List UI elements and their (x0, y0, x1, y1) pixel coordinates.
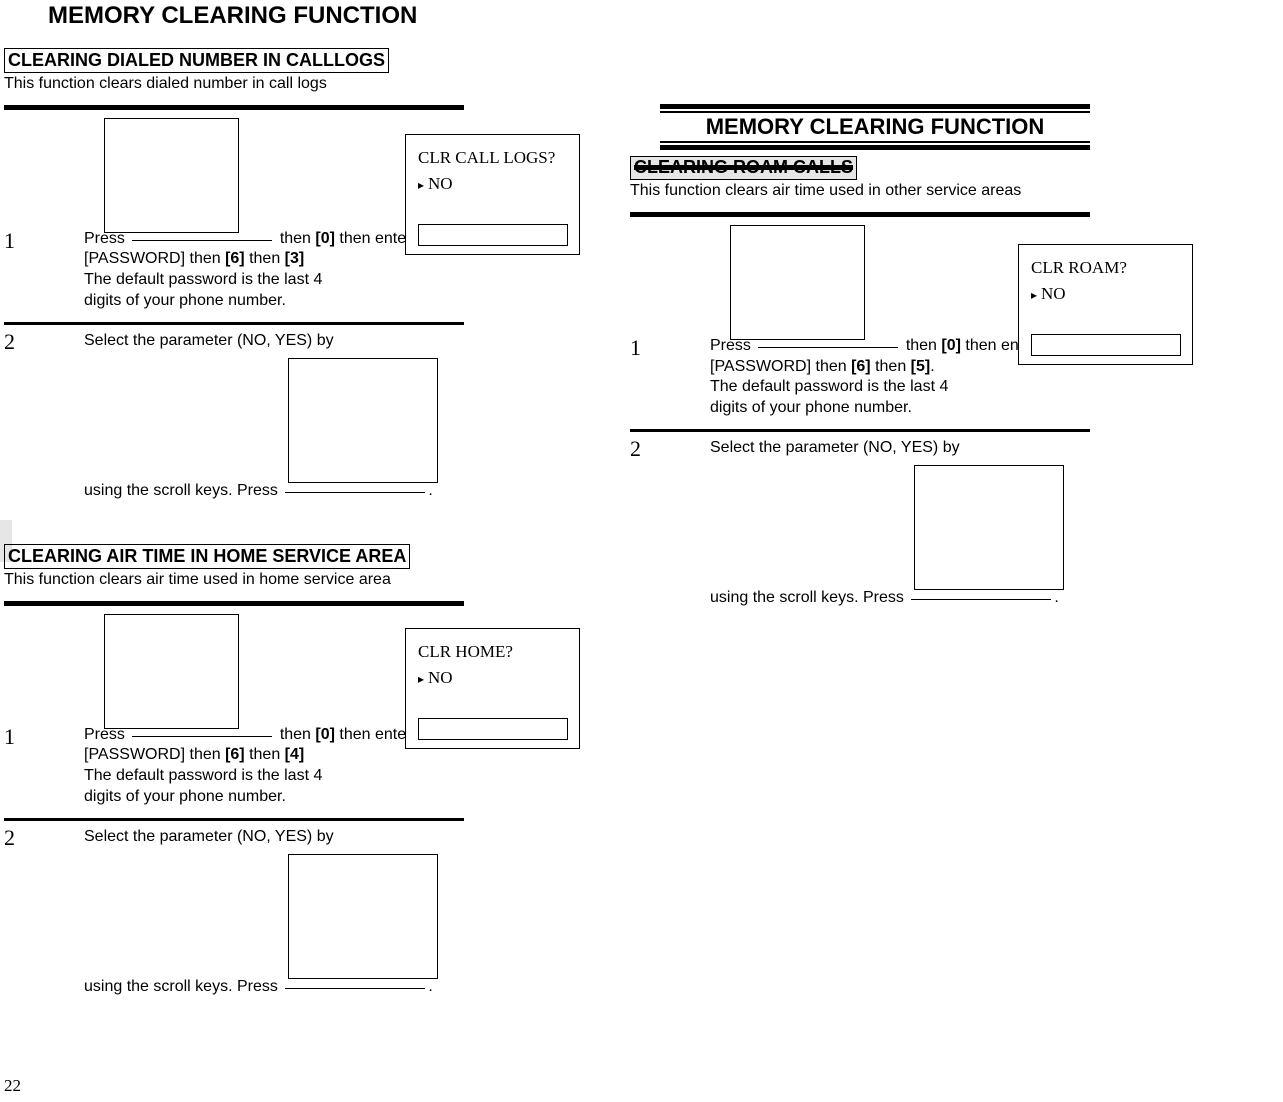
section-header: CLEARING AIR TIME IN HOME SERVICE AREA (4, 544, 410, 569)
step-text: Select the parameter (NO, YES) by (84, 331, 464, 352)
step-number: 2 (4, 329, 15, 355)
step-text: then enter (335, 230, 412, 247)
image-placeholder (288, 854, 438, 979)
step-number: 2 (4, 825, 15, 851)
step-text: . (1054, 589, 1058, 606)
blank-field (132, 736, 272, 737)
page-title: MEMORY CLEARING FUNCTION (48, 2, 417, 30)
step-text: then (871, 358, 911, 375)
step-text: . (930, 358, 934, 375)
blank-field (285, 492, 425, 493)
step-text: then (245, 250, 285, 267)
section-desc: This function clears dialed number in ca… (4, 75, 464, 93)
display-line: CLR ROAM? (1031, 255, 1182, 281)
key-label: [5] (911, 358, 931, 375)
display-line: CLR HOME? (418, 639, 569, 665)
section-desc: This function clears air time used in ot… (630, 182, 1090, 200)
step-1: 1 Press then [0] then enter [PASSWORD] t… (4, 118, 464, 312)
blank-field (132, 240, 272, 241)
cursor-icon: ▸ (1031, 288, 1037, 302)
display-inner-box (418, 718, 568, 740)
key-label: [4] (285, 746, 305, 763)
page-number: 22 (4, 1076, 21, 1096)
step-text: . (428, 978, 432, 995)
step-2: 2 Select the parameter (NO, YES) by usin… (630, 438, 1090, 609)
key-label: [3] (285, 250, 305, 267)
cursor-icon: ▸ (418, 672, 424, 686)
step-1: 1 Press then [0] then enter [PASSWORD] t… (4, 614, 464, 808)
section-desc: This function clears air time used in ho… (4, 571, 464, 589)
step-number: 1 (4, 724, 15, 750)
step-text: using the scroll keys. Press (84, 978, 278, 995)
section-clearing-roam: CLEARING ROAM CALLS This function clears… (630, 156, 1090, 609)
blank-field (758, 347, 898, 348)
key-label: [0] (315, 230, 335, 247)
step-text: digits of your phone number. (84, 291, 464, 312)
section-clearing-calllogs: CLEARING DIALED NUMBER IN CALLLOGS This … (4, 48, 464, 501)
step-number: 2 (630, 436, 641, 462)
phone-display-roam: CLR ROAM? ▸ NO (1018, 244, 1193, 365)
step-text: The default password is the last 4 (710, 377, 1090, 398)
blank-field (911, 599, 1051, 600)
section-header: CLEARING DIALED NUMBER IN CALLLOGS (4, 48, 389, 73)
step-number: 1 (4, 228, 15, 254)
divider-thick (4, 105, 464, 110)
divider-thin (4, 322, 464, 325)
step-2: 2 Select the parameter (NO, YES) by usin… (4, 827, 464, 998)
section-header-struck: CLEARING ROAM CALLS (630, 156, 857, 180)
section-clearing-home-airtime: CLEARING AIR TIME IN HOME SERVICE AREA T… (4, 544, 464, 997)
step-text: The default password is the last 4 (84, 766, 464, 787)
step-text: [PASSWORD] then (84, 250, 225, 267)
divider-thin (4, 818, 464, 821)
step-number: 1 (630, 335, 641, 361)
display-line: NO (428, 668, 453, 687)
step-text: using the scroll keys. Press (710, 589, 904, 606)
step-text: then (245, 746, 285, 763)
right-header-banner: MEMORY CLEARING FUNCTION (660, 104, 1090, 150)
step-text: Select the parameter (NO, YES) by (84, 827, 464, 848)
key-label: [0] (941, 337, 961, 354)
key-label: [6] (225, 746, 245, 763)
phone-display-home: CLR HOME? ▸ NO (405, 628, 580, 749)
image-placeholder (104, 118, 239, 233)
blank-field (285, 988, 425, 989)
key-label: [6] (225, 250, 245, 267)
image-placeholder (288, 358, 438, 483)
step-text: then (280, 230, 316, 247)
step-text: The default password is the last 4 (84, 270, 464, 291)
step-text: using the scroll keys. Press (84, 482, 278, 499)
display-line: NO (428, 174, 453, 193)
step-text: Select the parameter (NO, YES) by (710, 438, 1090, 459)
step-text: then enter (335, 726, 412, 743)
display-inner-box (418, 224, 568, 246)
key-label: [0] (315, 726, 335, 743)
step-text: [PASSWORD] then (84, 746, 225, 763)
divider-thick (630, 212, 1090, 217)
divider-thin (630, 429, 1090, 432)
right-header-title: MEMORY CLEARING FUNCTION (660, 111, 1090, 143)
step-2: 2 Select the parameter (NO, YES) by usin… (4, 331, 464, 502)
display-line: NO (1041, 284, 1066, 303)
step-text: . (428, 482, 432, 499)
image-placeholder (914, 465, 1064, 590)
step-text: [PASSWORD] then (710, 358, 851, 375)
display-inner-box (1031, 334, 1181, 356)
image-placeholder (104, 614, 239, 729)
phone-display-calllogs: CLR CALL LOGS? ▸ NO (405, 134, 580, 255)
step-text: digits of your phone number. (84, 787, 464, 808)
key-label: [6] (851, 358, 871, 375)
image-placeholder (730, 225, 865, 340)
step-text: then (906, 337, 942, 354)
cursor-icon: ▸ (418, 178, 424, 192)
step-text: digits of your phone number. (710, 398, 1090, 419)
display-line: CLR CALL LOGS? (418, 145, 569, 171)
divider-thick (4, 601, 464, 606)
step-text: then (280, 726, 316, 743)
